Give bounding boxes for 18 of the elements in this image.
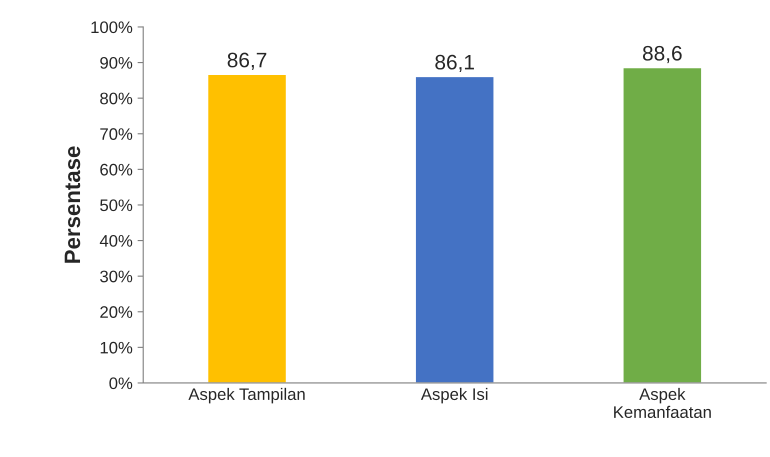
y-tick-label: 0%	[109, 377, 132, 390]
y-tick-label: 70%	[100, 128, 132, 140]
data-label: 86,1	[435, 54, 474, 72]
y-tick-label: 80%	[100, 92, 132, 104]
y-tick-label: 30%	[100, 270, 132, 282]
y-tick-label: 10%	[100, 342, 132, 354]
data-label: 88,6	[642, 46, 682, 64]
x-tick-label: Aspek Kemanfaatan	[614, 388, 711, 418]
x-tick-label: Aspek Tampilan	[188, 388, 305, 404]
data-label: 86,7	[228, 52, 266, 70]
y-tick-label: 90%	[100, 56, 132, 69]
y-tick-label: 50%	[100, 199, 132, 212]
x-tick-label: Aspek Isi	[420, 388, 488, 404]
y-tick-label: 60%	[100, 164, 132, 176]
y-axis-title: Persentase	[64, 146, 80, 263]
y-tick-label: 100%	[91, 21, 132, 34]
y-tick-label: 20%	[100, 306, 132, 318]
y-tick-label: 40%	[100, 234, 132, 247]
